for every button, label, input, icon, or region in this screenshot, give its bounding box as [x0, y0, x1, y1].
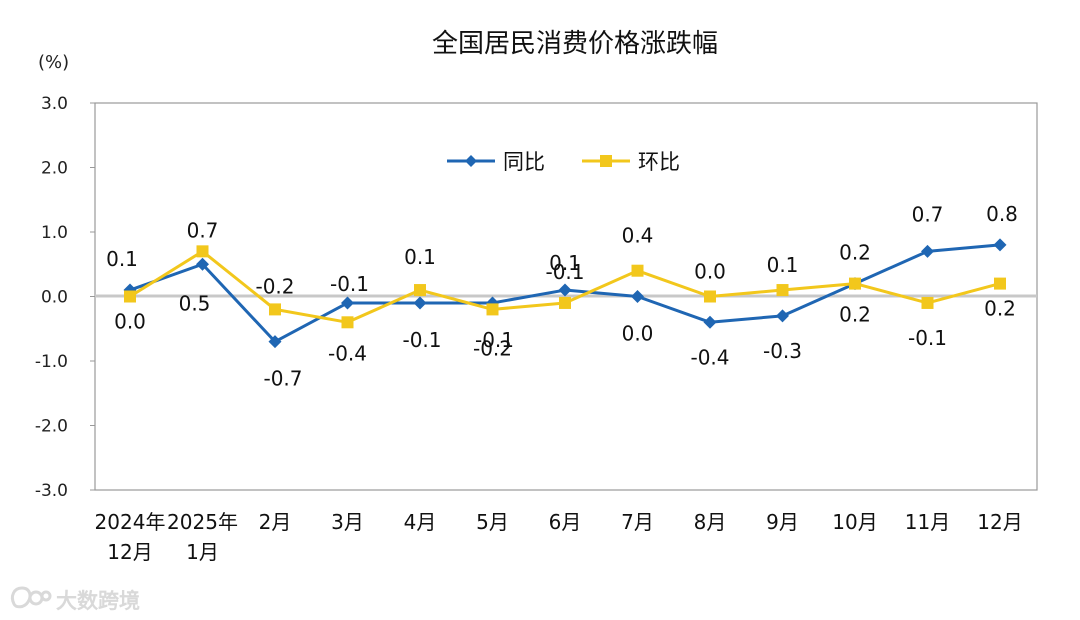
- mom-data-label: 0.1: [767, 253, 799, 277]
- watermark: 大数跨境: [10, 586, 140, 613]
- y-axis-ticks: 3.0 2.0 1.0 0.0 -1.0 -2.0 -3.0: [35, 94, 95, 501]
- mom-data-label: 0.0: [114, 310, 146, 334]
- x-tick-label: 2024年: [95, 510, 166, 534]
- x-tick-label: 4月: [404, 510, 437, 534]
- mom-data-label: -0.1: [908, 326, 947, 350]
- yoy-point: [413, 296, 427, 310]
- mom-point: [414, 284, 426, 297]
- mom-point: [849, 277, 861, 290]
- yoy-data-label: 0.2: [839, 241, 871, 265]
- legend-mom-square-icon: [600, 155, 612, 167]
- legend-item-yoy: 同比: [447, 150, 545, 174]
- x-axis-ticks: 2024年 12月 2025年 1月 2月 3月 4月 5月 6月 7月 8月 9月 10月 11月 12月: [95, 510, 1023, 564]
- mom-point: [269, 303, 281, 316]
- yoy-data-label: 0.7: [912, 202, 944, 226]
- y-unit-label: (%): [38, 52, 69, 73]
- x-tick-label: 6月: [549, 510, 582, 534]
- x-tick-label: 10月: [832, 510, 877, 534]
- x-tick-label: 2月: [259, 510, 292, 534]
- yoy-data-label: 0.0: [622, 322, 654, 346]
- yoy-data-label: -0.7: [263, 367, 302, 391]
- x-tick-label: 7月: [621, 510, 654, 534]
- y-tick-label: -1.0: [35, 352, 68, 372]
- mom-point: [124, 290, 136, 303]
- brand-logo-icon: [10, 586, 52, 609]
- mom-data-label: -0.2: [255, 274, 294, 298]
- mom-data-label: -0.4: [328, 341, 367, 365]
- yoy-data-label: -0.1: [402, 328, 441, 352]
- x-tick-label: 1月: [186, 540, 219, 564]
- mom-data-label: 0.2: [984, 297, 1016, 321]
- x-tick-label: 8月: [694, 510, 727, 534]
- yoy-point: [703, 315, 717, 329]
- yoy-data-label: -0.1: [475, 328, 514, 352]
- series-layer: [123, 238, 1007, 349]
- mom-point: [486, 303, 499, 316]
- mom-point: [776, 284, 789, 297]
- mom-data-label: 0.1: [404, 245, 436, 269]
- x-tick-label: 11月: [905, 510, 950, 534]
- y-tick-label: -3.0: [35, 481, 68, 501]
- x-tick-label: 12月: [107, 540, 152, 564]
- x-tick-label: 3月: [331, 510, 364, 534]
- mom-data-label: 0.2: [839, 303, 871, 327]
- yoy-data-label: 0.8: [986, 202, 1018, 226]
- legend-item-mom: 环比: [582, 150, 680, 174]
- x-tick-label: 2025年: [167, 510, 238, 534]
- yoy-point: [196, 257, 209, 271]
- mom-data-label: 0.4: [622, 224, 654, 248]
- yoy-point: [268, 335, 282, 349]
- mom-data-label: 0.7: [187, 218, 219, 242]
- x-tick-label: 5月: [476, 510, 509, 534]
- mom-point: [341, 316, 354, 329]
- mom-data-label: -0.1: [545, 260, 584, 284]
- y-tick-label: 0.0: [41, 288, 68, 308]
- mom-point: [631, 264, 644, 277]
- watermark-text: 大数跨境: [56, 589, 140, 613]
- y-tick-label: 3.0: [41, 94, 68, 114]
- legend-mom-label: 环比: [638, 150, 680, 174]
- yoy-point: [993, 238, 1007, 252]
- legend: 同比 环比: [447, 150, 680, 174]
- chart-title: 全国居民消费价格涨跌幅: [432, 29, 718, 59]
- mom-data-label: -0.2: [473, 336, 512, 360]
- y-tick-label: 1.0: [41, 223, 68, 243]
- legend-yoy-diamond-icon: [465, 155, 477, 167]
- mom-point: [704, 290, 716, 303]
- mom-point: [921, 296, 934, 309]
- mom-point: [994, 277, 1006, 290]
- yoy-point: [558, 283, 572, 297]
- yoy-data-label: -0.1: [330, 272, 369, 296]
- x-tick-label: 9月: [766, 510, 799, 534]
- yoy-data-label: 0.1: [106, 247, 138, 271]
- yoy-data-label: -0.3: [763, 339, 802, 363]
- mom-point: [559, 296, 571, 309]
- y-tick-label: 2.0: [41, 159, 68, 179]
- yoy-data-label: 0.1: [549, 251, 581, 275]
- yoy-data-label: 0.5: [179, 291, 211, 315]
- yoy-point: [341, 296, 354, 310]
- x-tick-label: 12月: [977, 510, 1022, 534]
- y-tick-label: -2.0: [35, 417, 68, 437]
- mom-data-label: 0.0: [694, 260, 726, 284]
- legend-yoy-label: 同比: [503, 150, 545, 174]
- yoy-data-label: -0.4: [690, 345, 729, 369]
- mom-point: [196, 245, 209, 258]
- data-labels: 0.10.5-0.7-0.1-0.1 -0.10.10.0-0.4 -0.30.20…: [106, 202, 1018, 391]
- yoy-point: [776, 309, 789, 323]
- yoy-point: [631, 290, 644, 303]
- yoy-point: [921, 244, 934, 258]
